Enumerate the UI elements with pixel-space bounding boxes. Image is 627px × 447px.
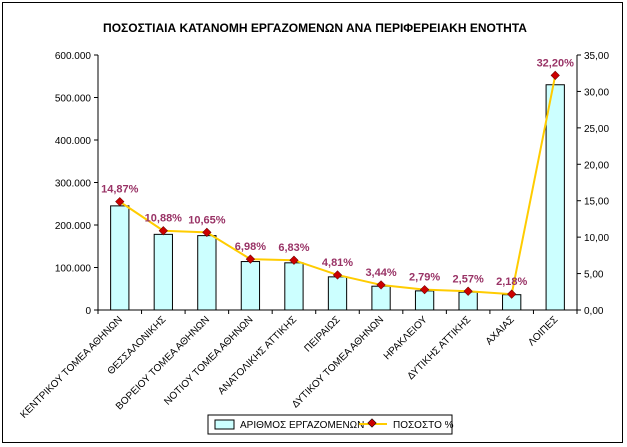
bar [284, 262, 304, 311]
bar [545, 84, 565, 311]
data-label: 10,65% [188, 214, 226, 226]
y-left-tick-label: 200.000 [55, 221, 92, 232]
chart-frame: ΠΟΣΟΣΤΙΑΙΑ ΚΑΤΑΝΟΜΗ ΕΡΓΑΖΟΜΕΝΩΝ ΑΝΑ ΠΕΡΙ… [2, 2, 623, 443]
data-label: 2,79% [409, 272, 440, 284]
line-point [289, 255, 299, 265]
y-right-tick-label: 35,00 [584, 51, 609, 62]
line-point [245, 254, 256, 264]
chart-title: ΠΟΣΟΣΤΙΑΙΑ ΚΑΤΑΝΟΜΗ ΕΡΓΑΖΟΜΕΝΩΝ ΑΝΑ ΠΕΡΙ… [103, 21, 527, 35]
y-left-tick-label: 600.000 [55, 51, 92, 62]
bar [197, 235, 217, 311]
x-category-label: ΔΥΤΙΚΟΥ ΤΟΜΕΑ ΑΘΗΝΩΝ [290, 314, 386, 410]
legend-line-label: ΠΟΣΟΣΤΟ % [393, 420, 454, 431]
line-point [507, 289, 517, 299]
y-right-axis: 0,00 5,00 10,00 15,00 20,00 25,00 30,00 35,00 [576, 51, 609, 317]
data-label: 4,81% [322, 257, 353, 269]
data-labels: 14,87% 10,88% 10,65% 6,98% 6,83% 4,81% 3,44% 2,… [101, 57, 574, 288]
y-left-tick-label: 100.000 [55, 264, 92, 275]
bar [327, 276, 348, 311]
data-label: 6,83% [278, 242, 309, 254]
y-right-tick-label: 5,00 [584, 270, 604, 281]
line-point [115, 197, 125, 207]
legend-line-marker [367, 418, 377, 428]
plot-area [98, 55, 577, 310]
y-left-axis: 0 100.000 200.000 300.000 400.000 500.000 600.… [55, 51, 99, 317]
x-category-label: ΑΝΑΤΟΛΙΚΗΣ ΑΤΤΙΚΗΣ [216, 314, 299, 397]
legend: ΑΡΙΘΜΟΣ ΕΡΓΑΖΟΜΕΝΩΝ ΠΟΣΟΣΤΟ % [207, 414, 454, 435]
bar [240, 261, 261, 311]
data-label: 14,87% [101, 184, 139, 196]
x-category-label: ΝΟΤΙΟΥ ΤΟΜΕΑ ΑΘΗΝΩΝ [162, 314, 255, 407]
bar [153, 233, 173, 311]
legend-bar-swatch [214, 419, 235, 430]
line-point [332, 270, 343, 280]
bar-series [110, 84, 565, 311]
x-axis: ΚΕΝΤΡΙΚΟΥ ΤΟΜΕΑ ΑΘΗΝΩΝΘΕΣΣΑΛΟΝΙΚΗΣΒΟΡΕΙΟ… [19, 309, 578, 421]
line-point [463, 286, 473, 296]
data-label: 2,57% [453, 273, 484, 285]
x-category-label: ΗΡΑΚΛΕΙΟΥ [382, 314, 430, 362]
data-label: 10,88% [145, 213, 183, 225]
y-left-tick-label: 500.000 [55, 94, 92, 105]
line-point [376, 280, 386, 290]
line-point [202, 227, 212, 238]
line-point [419, 285, 430, 295]
y-left-tick-label: 0 [85, 306, 91, 317]
y-right-tick-label: 0,00 [584, 306, 604, 317]
line-point [158, 226, 168, 236]
y-left-tick-label: 400.000 [55, 136, 92, 147]
data-label: 6,98% [235, 241, 266, 253]
y-right-tick-label: 30,00 [584, 87, 609, 98]
line-point [550, 70, 560, 80]
y-right-tick-label: 15,00 [584, 197, 609, 208]
y-right-tick-label: 20,00 [584, 160, 609, 171]
data-label: 3,44% [365, 267, 396, 279]
data-label: 2,18% [496, 276, 527, 288]
x-category-label: ΑΧΑΙΑΣ [484, 314, 517, 347]
x-category-label: ΒΟΡΕΙΟΥ ΤΟΜΕΑ ΑΘΗΝΩΝ [114, 314, 212, 412]
chart: ΠΟΣΟΣΤΙΑΙΑ ΚΑΤΑΝΟΜΗ ΕΡΓΑΖΟΜΕΝΩΝ ΑΝΑ ΠΕΡΙ… [19, 21, 609, 435]
legend-box [207, 414, 453, 435]
y-right-tick-label: 25,00 [584, 124, 609, 135]
y-right-tick-label: 10,00 [584, 233, 609, 244]
bar [371, 285, 391, 311]
data-label: 32,20% [537, 57, 575, 69]
line-series [115, 70, 560, 299]
x-category-label: ΛΟΙΠΕΣ [526, 314, 560, 348]
bar [110, 205, 130, 311]
y-left-tick-label: 300.000 [55, 179, 92, 190]
x-category-label: ΠΕΙΡΑΙΩΣ [303, 314, 343, 354]
legend-bar-label: ΑΡΙΘΜΟΣ ΕΡΓΑΖΟΜΕΝΩΝ [240, 420, 364, 431]
